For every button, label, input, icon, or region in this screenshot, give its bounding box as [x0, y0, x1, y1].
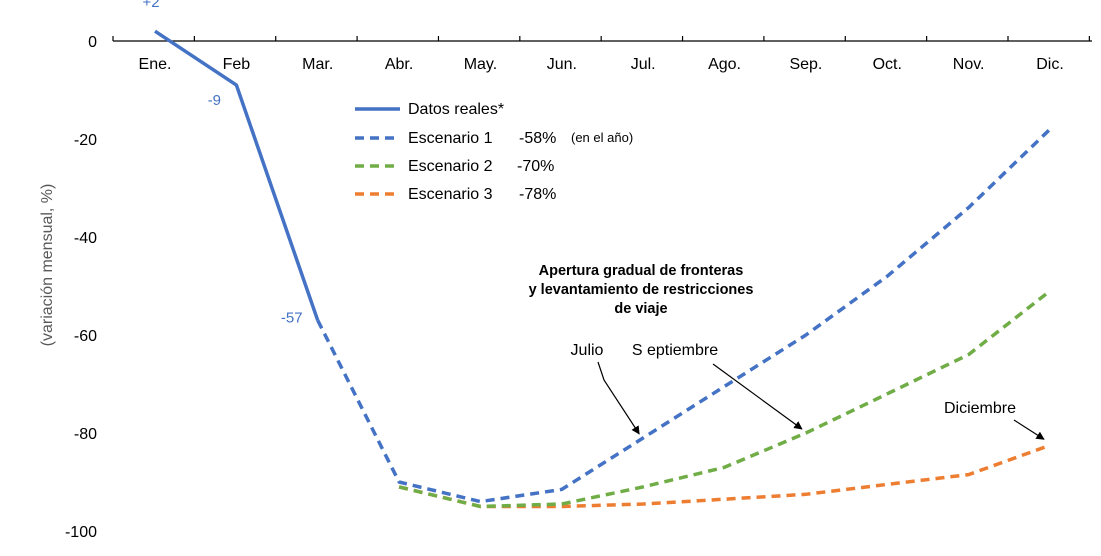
x-tick-label: Jun. [547, 56, 577, 73]
annotation-block: Apertura gradual de fronteras y levantam… [529, 263, 754, 317]
annotation-title-line-2: y levantamiento de restricciones [529, 282, 754, 298]
arrow-label: S eptiembre [632, 342, 718, 359]
series-line-escenario-3 [398, 443, 1051, 509]
legend-annual-change: -78% [519, 186, 556, 203]
arrow-line [597, 361, 640, 435]
data-labels: +2 -9 -57 [142, 0, 302, 326]
annotation-title-line-1: Apertura gradual de fronteras [539, 263, 744, 279]
y-tick-label: -40 [74, 230, 97, 247]
y-tick-label: -80 [74, 426, 97, 443]
legend-label: Datos reales* [408, 101, 504, 118]
y-tick-label: -20 [74, 132, 97, 149]
arrow-label: Diciembre [944, 400, 1016, 417]
series-line-datos-reales [154, 29, 320, 321]
y-tick-label: -60 [74, 328, 97, 345]
y-axis-title: (variación mensual, %) [39, 184, 56, 347]
series-line-escenario-2 [398, 289, 1052, 509]
legend-label: Escenario 1 [408, 130, 493, 147]
annotation-title-line-3: de viaje [614, 301, 667, 317]
x-tick-label: Sep. [789, 56, 822, 73]
legend-annual-change: -58% [519, 130, 556, 147]
legend-label: Escenario 3 [408, 186, 493, 203]
x-tick-label: Nov. [953, 56, 985, 73]
data-label: -9 [208, 92, 221, 109]
series-layer [154, 29, 1052, 509]
legend-annual-change: -70% [517, 158, 554, 175]
x-axis: Ene. Feb Mar. Abr. May. Jun. Jul. Ago. Sep. Oct. N… [112, 36, 1092, 73]
x-tick-label: Ago. [708, 56, 741, 73]
x-tick-label: Abr. [385, 56, 413, 73]
legend-annual-note: (en el año) [571, 130, 633, 145]
legend: Datos reales* Escenario 1 -58% (en el año) E… [355, 101, 633, 203]
arrow-line [1013, 419, 1045, 440]
y-tick-label: -100 [65, 524, 97, 541]
x-tick-label: Oct. [873, 56, 902, 73]
x-tick-label: May. [464, 56, 497, 73]
data-label: +2 [142, 0, 159, 11]
arrow-line [712, 363, 803, 430]
x-tick-label: Dic. [1036, 56, 1064, 73]
x-tick-label: Mar. [302, 56, 333, 73]
data-label: -57 [281, 309, 303, 326]
x-tick-label: Ene. [139, 56, 172, 73]
x-tick-label: Feb [223, 56, 251, 73]
arrow-label: Julio [571, 342, 604, 359]
annotation-arrows: Julio S eptiembre Diciembre [571, 342, 1045, 440]
legend-label: Escenario 2 [408, 158, 493, 175]
y-axis-ticks: 0 -20 -40 -60 -80 -100 [65, 34, 97, 541]
x-tick-label: Jul. [631, 56, 656, 73]
y-tick-label: 0 [88, 34, 97, 51]
